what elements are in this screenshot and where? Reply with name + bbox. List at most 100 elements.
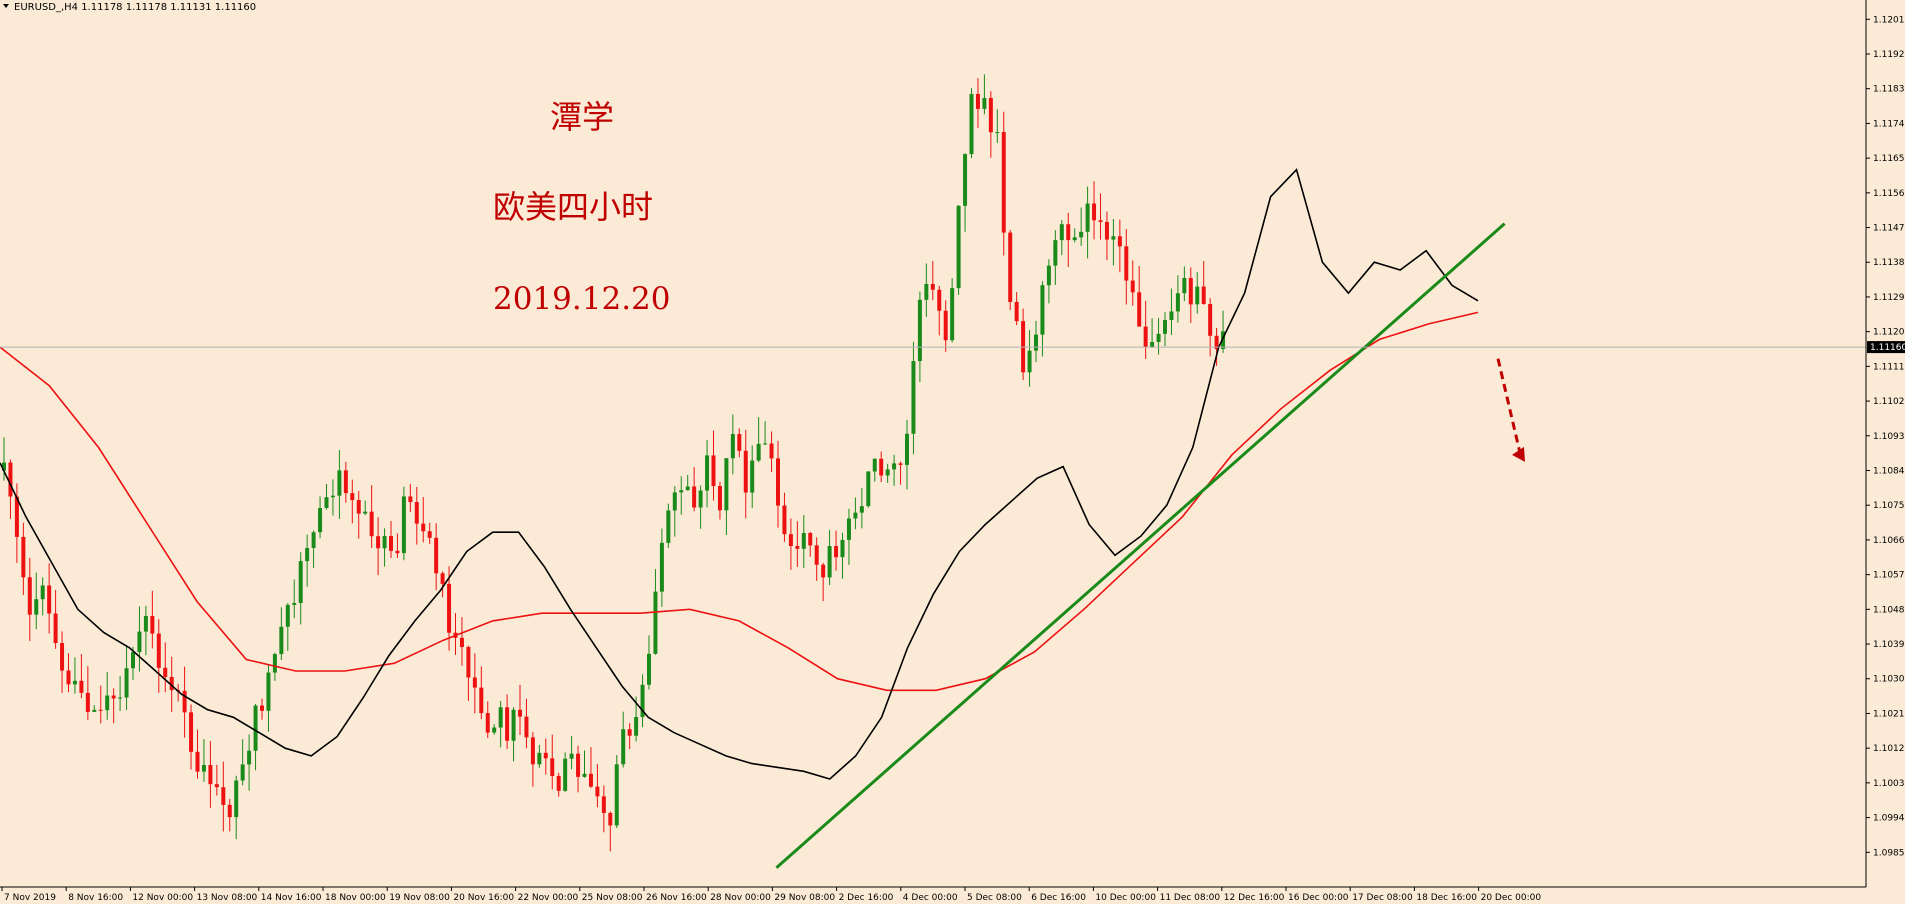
price-tick-label: 1.10030 <box>1873 779 1905 789</box>
candle-body <box>1092 203 1097 221</box>
candle-body <box>169 676 174 691</box>
time-tick-label: 4 Dec 00:00 <box>903 893 958 903</box>
candle-body <box>879 458 884 476</box>
candle-body <box>1130 280 1135 293</box>
time-tick-label: 29 Nov 08:00 <box>774 893 835 903</box>
time-tick-label: 8 Nov 16:00 <box>68 893 123 903</box>
price-tick-label: 1.12010 <box>1873 15 1905 25</box>
candle-body <box>1195 286 1200 305</box>
candle-body <box>543 752 548 759</box>
candle-body <box>408 496 413 503</box>
candle-body <box>401 496 406 554</box>
candle-body <box>60 643 65 671</box>
candle-body <box>524 716 529 738</box>
time-tick-label: 25 Nov 08:00 <box>582 893 643 903</box>
candle-body <box>305 547 310 562</box>
candle-body <box>924 283 929 300</box>
candle-body <box>840 539 845 558</box>
candle-body <box>1214 335 1219 349</box>
candle-body <box>27 577 32 615</box>
ma-fast-line <box>0 168 1479 780</box>
price-tick-label: 1.11830 <box>1873 85 1905 95</box>
candle-body <box>659 542 664 592</box>
candle-body <box>414 502 419 524</box>
candle-body <box>337 470 342 496</box>
candle-body <box>343 470 348 494</box>
candle-body <box>1117 236 1122 247</box>
time-tick-label: 16 Dec 00:00 <box>1288 893 1349 903</box>
candle-body <box>1208 303 1213 336</box>
price-tick-label: 1.11560 <box>1873 189 1905 199</box>
candle-body <box>1150 341 1155 348</box>
ma-slow-line <box>0 311 1479 692</box>
candle-body <box>369 511 374 537</box>
candle-body <box>1156 333 1161 342</box>
overlay-title: 欧美四小时 <box>493 188 653 226</box>
candle-body <box>518 709 522 717</box>
candle-body <box>582 773 587 777</box>
candle-body <box>846 518 851 540</box>
current-price-label: 1.11160 <box>1870 343 1905 353</box>
candle-body <box>1059 224 1064 241</box>
candle-body <box>653 591 658 654</box>
candle-body <box>717 486 722 511</box>
price-tick-label: 1.11290 <box>1873 293 1905 303</box>
candle-body <box>963 154 968 206</box>
candle-body <box>498 707 503 728</box>
time-tick-label: 5 Dec 08:00 <box>967 893 1022 903</box>
candle-body <box>376 536 381 549</box>
candle-body <box>466 647 471 678</box>
candle-body <box>363 511 368 514</box>
time-tick-label: 6 Dec 16:00 <box>1031 893 1086 903</box>
candle-body <box>356 500 361 514</box>
candle-body <box>1027 350 1032 373</box>
menu-triangle-icon[interactable] <box>3 4 9 8</box>
price-tick-label: 1.10300 <box>1873 675 1905 685</box>
candle-body <box>601 796 606 813</box>
candle-body <box>201 765 206 772</box>
candle-body <box>53 613 58 644</box>
candle-body <box>750 460 755 493</box>
candle-body <box>324 497 329 508</box>
candle-body <box>1143 326 1148 348</box>
candle-body <box>163 667 168 677</box>
candle-body <box>917 299 922 362</box>
candle-body <box>1188 278 1193 305</box>
candle-body <box>911 361 916 434</box>
candle-body <box>872 458 877 472</box>
candle-body <box>666 510 671 543</box>
candle-body <box>479 687 484 714</box>
candle-body <box>511 709 516 741</box>
time-tick-label: 2 Dec 16:00 <box>839 893 894 903</box>
candle-body <box>247 750 252 765</box>
candle-body <box>853 512 858 519</box>
candle-body <box>1040 285 1045 335</box>
symbol-info: EURUSD_,H4 1.11178 1.11178 1.11131 1.111… <box>14 2 256 13</box>
candle-body <box>131 652 135 669</box>
candle-body <box>827 546 832 578</box>
candle-body <box>756 443 761 461</box>
price-tick-label: 1.10660 <box>1873 536 1905 546</box>
candle-body <box>1001 132 1006 233</box>
price-tick-label: 1.11650 <box>1873 154 1905 164</box>
price-tick-label: 1.11110 <box>1873 362 1905 372</box>
candle-body <box>1014 301 1019 322</box>
candle-body <box>1053 240 1058 266</box>
candle-body <box>892 463 897 470</box>
candle-body <box>808 532 813 546</box>
candle-body <box>182 690 187 713</box>
candle-body <box>1137 292 1142 327</box>
overlay-author: 潭学 <box>550 98 614 136</box>
candle-body <box>72 680 77 685</box>
current-price-box <box>1867 341 1905 354</box>
candle-body <box>821 564 826 578</box>
price-tick-label: 1.10210 <box>1873 709 1905 719</box>
candle-body <box>769 443 774 459</box>
candle-body <box>79 680 84 693</box>
candle-body <box>382 536 387 549</box>
time-tick-label: 26 Nov 16:00 <box>646 893 707 903</box>
price-tick-label: 1.11020 <box>1873 397 1905 407</box>
candle-body <box>1175 293 1180 312</box>
